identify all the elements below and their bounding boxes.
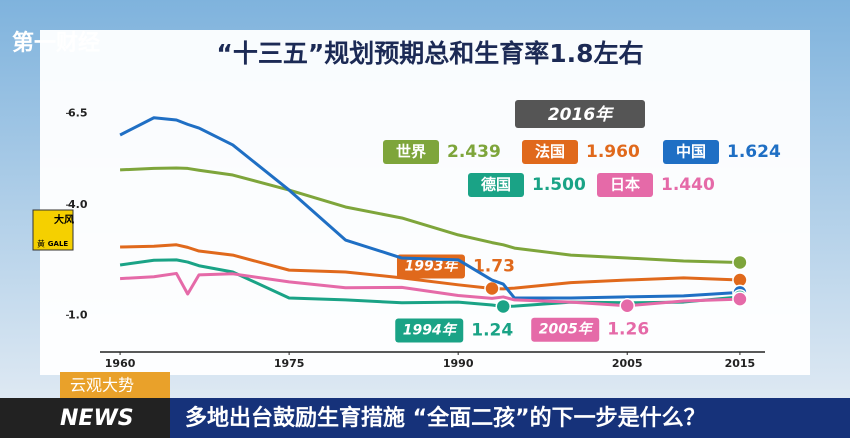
x-tick-label: 1960 (105, 357, 136, 370)
section-label: 云观大势 (70, 376, 134, 395)
y-tick-label: 6.5 (68, 106, 88, 119)
headline: 多地出台鼓励生育措施 “全面二孩”的下一步是什么？ (185, 405, 706, 431)
annotation-tag-box (395, 318, 464, 343)
badge-code: GALE (48, 240, 69, 248)
annotation-tag: 1994年 (403, 321, 458, 338)
series-line (120, 166, 740, 264)
data-label: 1.26 (607, 320, 649, 340)
series-line (119, 271, 740, 308)
annotation-tag-box (531, 317, 600, 342)
chart-title: “十三五”规划预期总和生育率1.8左右 (216, 39, 643, 68)
x-tick-label: 2015 (725, 357, 756, 370)
brand: NEWS (60, 406, 134, 431)
legend-value: 1.500 (532, 175, 586, 195)
legend-label: 中国 (676, 143, 706, 161)
legend-swatch (522, 140, 578, 164)
point-marker (732, 291, 748, 307)
chart-panel (40, 30, 810, 375)
legend-value: 1.624 (727, 142, 781, 162)
legend-value: 2.439 (447, 142, 501, 162)
y-tick-label: 1.0 (68, 308, 88, 321)
legend-swatch (468, 173, 524, 197)
brand-box (0, 398, 170, 438)
y-tick-label: 4.0 (68, 198, 88, 211)
point-marker (732, 254, 748, 271)
badge-box (32, 209, 74, 251)
badge-level: 黄 (37, 239, 45, 249)
legend-label: 世界 (396, 143, 426, 161)
data-label: 1.73 (473, 256, 515, 276)
x-tick-label: 1990 (443, 357, 474, 370)
legend-swatch (383, 140, 439, 164)
legend-label: 法国 (535, 143, 565, 161)
legend-swatch (597, 173, 653, 197)
section-box (60, 372, 170, 398)
data-label: 1.24 (471, 320, 513, 340)
legend-label: 德国 (481, 176, 511, 194)
point-marker (619, 297, 635, 314)
badge-top: 大风 (54, 213, 74, 226)
legend-value: 1.440 (661, 175, 715, 195)
annotation-tag: 1993年 (404, 257, 459, 274)
legend-title: 2016年 (548, 105, 614, 125)
legend-value: 1.960 (586, 142, 640, 162)
legend-label: 日本 (610, 176, 640, 194)
x-tick-label: 2005 (612, 357, 643, 370)
x-tick-label: 1975 (274, 357, 305, 370)
annotation-tag: 2005年 (539, 321, 594, 338)
weather-badge: 大风 黄 GALE (32, 209, 74, 251)
channel-logo: 第一财经 (12, 30, 100, 56)
point-marker (495, 298, 512, 315)
series-line (119, 116, 741, 300)
legend-swatch (663, 140, 719, 164)
legend-title-box (515, 100, 645, 128)
point-marker (484, 280, 500, 297)
